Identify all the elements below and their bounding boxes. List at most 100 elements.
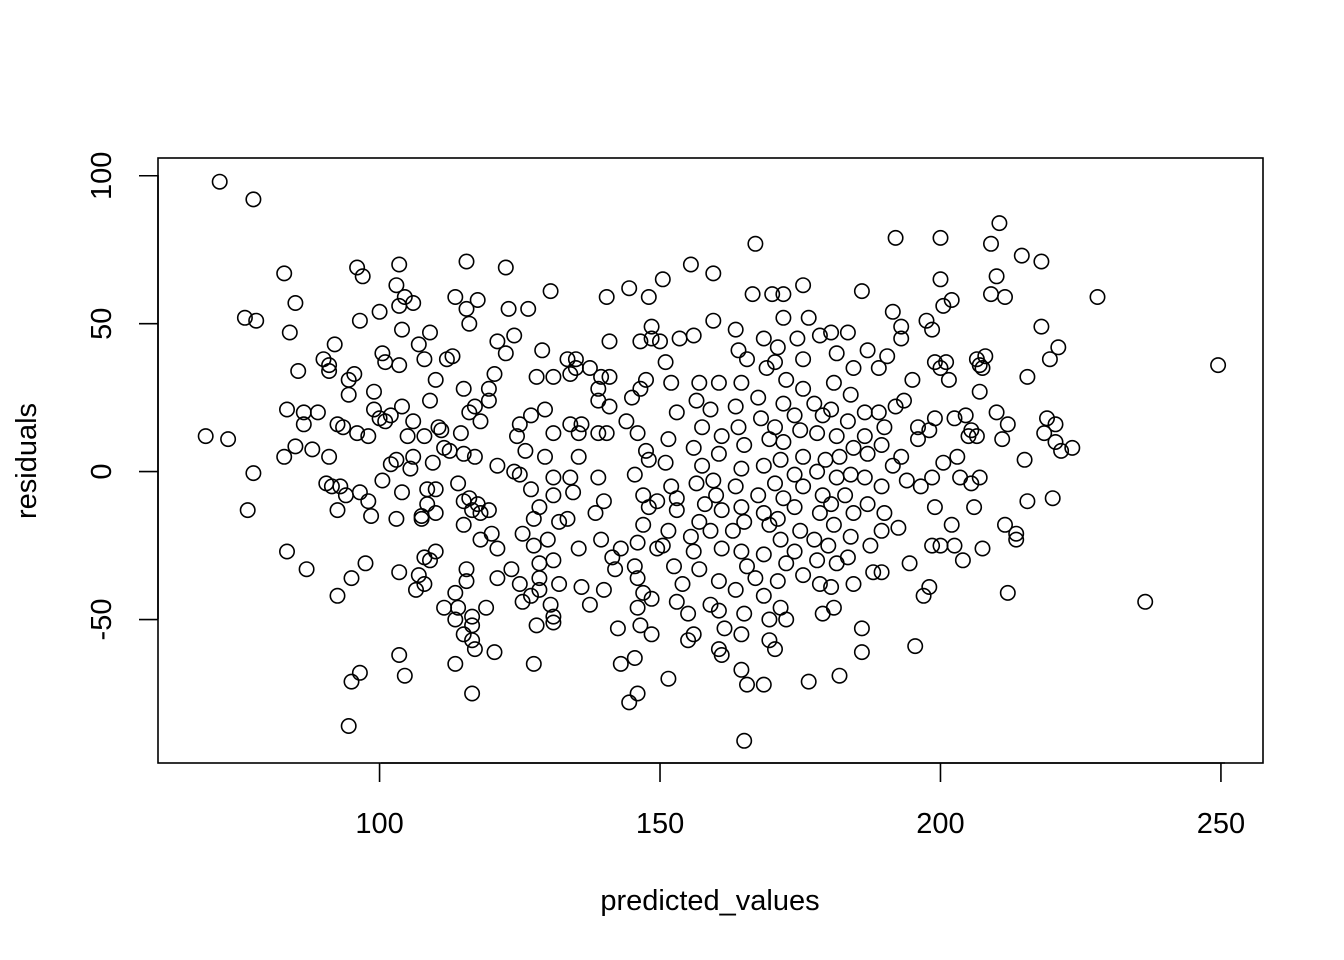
data-point <box>545 469 562 486</box>
data-point <box>343 673 360 690</box>
data-point <box>862 537 879 554</box>
data-point <box>1041 351 1058 368</box>
data-point <box>702 522 719 539</box>
data-point <box>971 383 988 400</box>
data-point <box>531 581 548 598</box>
data-point <box>371 303 388 320</box>
data-point <box>837 487 854 504</box>
data-point <box>996 288 1013 305</box>
data-point <box>694 419 711 436</box>
data-point <box>940 371 957 388</box>
data-point <box>357 555 374 572</box>
data-point <box>562 469 579 486</box>
data-point <box>466 398 483 415</box>
data-point <box>626 466 643 483</box>
data-point <box>447 288 464 305</box>
data-point <box>912 478 929 495</box>
data-point <box>795 567 812 584</box>
data-point <box>559 510 576 527</box>
data-point <box>733 460 750 477</box>
points-layer <box>197 173 1227 749</box>
data-point <box>388 510 405 527</box>
data-point <box>396 667 413 684</box>
data-point <box>1033 253 1050 270</box>
data-point <box>682 256 699 273</box>
data-point <box>775 286 792 303</box>
data-point <box>587 504 604 521</box>
data-point <box>752 410 769 427</box>
data-point <box>410 567 427 584</box>
data-point <box>926 410 943 427</box>
data-point <box>828 345 845 362</box>
data-point <box>360 428 377 445</box>
data-point <box>890 519 907 536</box>
data-point <box>382 407 399 424</box>
data-point <box>949 448 966 465</box>
data-point <box>792 422 809 439</box>
data-point <box>727 321 744 338</box>
data-point <box>842 386 859 403</box>
data-point <box>654 537 671 554</box>
data-point <box>744 286 761 303</box>
data-point <box>898 472 915 489</box>
data-point <box>1047 416 1064 433</box>
data-point <box>438 351 455 368</box>
data-point <box>581 359 598 376</box>
data-point <box>346 365 363 382</box>
data-point <box>918 312 935 329</box>
data-point <box>410 336 427 353</box>
data-point <box>517 442 534 459</box>
data-point <box>893 448 910 465</box>
data-point <box>755 546 772 563</box>
data-point <box>643 626 660 643</box>
data-point <box>755 676 772 693</box>
data-point <box>772 451 789 468</box>
data-point <box>278 401 295 418</box>
data-point <box>736 513 753 530</box>
data-point <box>1039 410 1056 427</box>
data-point <box>702 596 719 613</box>
data-point <box>977 348 994 365</box>
data-point <box>371 410 388 427</box>
data-point <box>879 348 896 365</box>
data-point <box>1053 442 1070 459</box>
data-point <box>932 229 949 246</box>
data-point <box>823 401 840 418</box>
data-point <box>427 481 444 498</box>
data-point <box>831 667 848 684</box>
data-point <box>775 490 792 507</box>
data-point <box>733 543 750 560</box>
data-point <box>480 392 497 409</box>
data-point <box>691 513 708 530</box>
data-point <box>884 457 901 474</box>
data-point <box>458 573 475 590</box>
x-tick-label: 150 <box>636 808 684 840</box>
data-point <box>1050 339 1067 356</box>
data-point <box>573 578 590 595</box>
data-point <box>696 496 713 513</box>
data-point <box>430 419 447 436</box>
data-point <box>806 395 823 412</box>
data-point <box>626 649 643 666</box>
data-point <box>329 502 346 519</box>
y-ticks: -50 0 50 100 <box>86 152 158 640</box>
data-point <box>820 537 837 554</box>
data-point <box>525 655 542 672</box>
data-point <box>809 425 826 442</box>
data-point <box>853 644 870 661</box>
data-point <box>811 327 828 344</box>
data-point <box>1036 425 1053 442</box>
data-point <box>514 593 531 610</box>
data-point <box>276 448 293 465</box>
data-point <box>421 392 438 409</box>
data-point <box>489 333 506 350</box>
data-point <box>876 504 893 521</box>
data-point <box>761 611 778 628</box>
data-point <box>329 587 346 604</box>
data-point <box>545 487 562 504</box>
data-point <box>520 300 537 317</box>
data-point <box>545 368 562 385</box>
data-point <box>859 445 876 462</box>
data-point <box>716 620 733 637</box>
data-point <box>713 540 730 557</box>
